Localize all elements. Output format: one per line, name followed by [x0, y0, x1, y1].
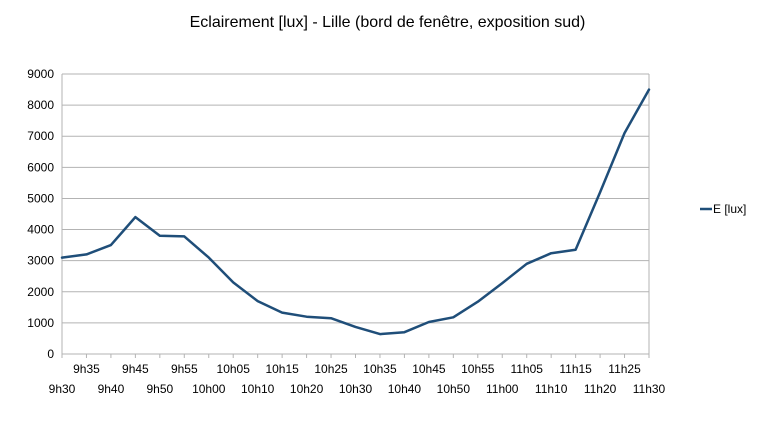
x-tick-label: 10h45 [412, 362, 446, 376]
x-tick-label: 11h15 [559, 362, 592, 376]
series-line [60, 88, 651, 336]
y-tick-label: 5000 [27, 191, 54, 205]
x-tick-label: 10h30 [339, 382, 373, 396]
x-tick-label: 10h50 [437, 382, 471, 396]
x-tick-label: 11h00 [486, 382, 519, 396]
x-tick-label: 10h20 [290, 382, 324, 396]
x-tick-label: 10h10 [241, 382, 275, 396]
y-tick-label: 8000 [27, 98, 54, 112]
legend-label: E [lux] [713, 202, 746, 216]
y-tick-label: 7000 [27, 129, 54, 143]
chart-title: Eclairement [lux] - Lille (bord de fenêt… [189, 14, 586, 31]
x-tick-label: 9h45 [122, 362, 149, 376]
y-tick-label: 0 [47, 347, 54, 361]
x-tick-label: 11h20 [584, 382, 617, 396]
y-tick-label: 1000 [27, 316, 54, 330]
x-tick-label: 11h05 [510, 362, 543, 376]
x-tick-label: 10h15 [265, 362, 299, 376]
x-tick-label: 11h25 [608, 362, 641, 376]
x-tick-label: 10h05 [217, 362, 251, 376]
x-tick-label: 9h55 [171, 362, 198, 376]
x-tick-label: 9h40 [98, 382, 125, 396]
x-tick-label: 9h35 [73, 362, 100, 376]
y-tick-label: 3000 [27, 254, 54, 268]
x-tick-label: 11h10 [535, 382, 568, 396]
x-tick-label: 9h50 [146, 382, 173, 396]
y-tick-label: 2000 [27, 285, 54, 299]
y-tick-label: 4000 [27, 223, 54, 237]
x-tick-label: 10h35 [363, 362, 397, 376]
y-tick-label: 6000 [27, 160, 54, 174]
y-tick-label: 9000 [27, 67, 54, 81]
x-tick-label: 10h40 [388, 382, 422, 396]
x-tick-label: 10h00 [192, 382, 226, 396]
x-tick-label: 9h30 [49, 382, 76, 396]
x-tick-label: 10h25 [314, 362, 348, 376]
x-tick-label: 11h30 [633, 382, 666, 396]
x-tick-label: 10h55 [461, 362, 495, 376]
